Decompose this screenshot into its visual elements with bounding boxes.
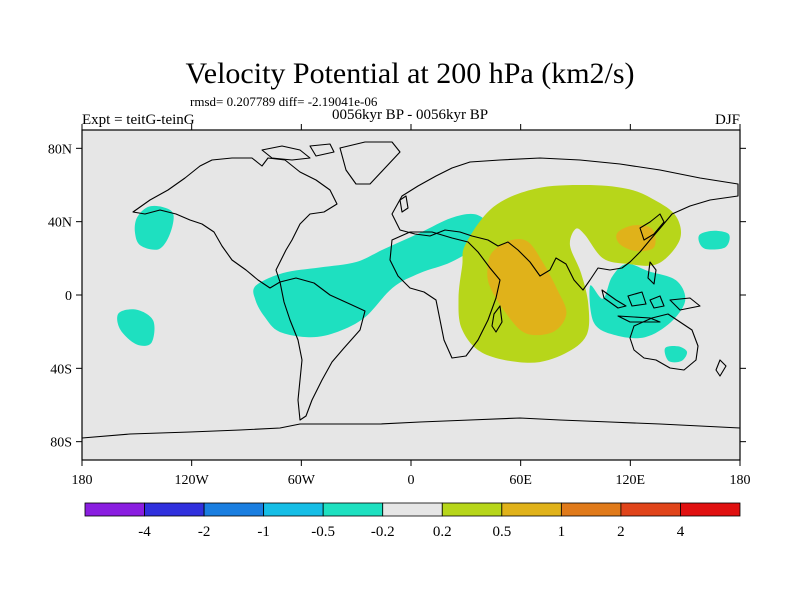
chart-title: Velocity Potential at 200 hPa (km2/s) — [185, 57, 634, 90]
left-label: Expt = teitG-teinG — [82, 112, 195, 128]
coastline-greenland — [339, 141, 401, 185]
region-s-pacific-negative — [117, 309, 155, 346]
coastline-new-zealand — [715, 359, 727, 377]
colorbar-label: 1 — [558, 524, 566, 540]
coastline-north-america — [132, 157, 338, 289]
x-tick-label: 120E — [616, 473, 646, 488]
region-maritime-negative — [589, 263, 686, 339]
region-australia-negative-small — [664, 345, 688, 363]
right-label: DJF — [715, 112, 740, 128]
colorbar-swatch — [263, 502, 324, 517]
x-tick-label: 180 — [730, 473, 751, 488]
colorbar-swatch — [84, 502, 145, 517]
colorbar-label: -0.5 — [311, 524, 335, 540]
colorbar-swatch — [501, 502, 562, 517]
colorbar-swatch — [382, 502, 443, 517]
colorbar-label: 0.5 — [492, 524, 511, 540]
colorbar-swatch — [620, 502, 681, 517]
y-tick-label: 40S — [50, 362, 72, 377]
colorbar-swatch — [322, 502, 384, 517]
colorbar-label: -0.2 — [371, 524, 395, 540]
y-tick-label: 80S — [50, 436, 72, 451]
x-tick-label: 60E — [509, 473, 532, 488]
colorbar-label: -4 — [138, 524, 151, 540]
region-indian-positive-core — [487, 238, 567, 336]
stats-line: rmsd= 0.207789 diff= -2.19041e-06 — [190, 94, 378, 109]
colorbar-swatch — [560, 502, 622, 517]
coastline-eurasia — [391, 157, 739, 291]
center-label: 0056kyr BP - 0056kyr BP — [332, 107, 488, 123]
colorbar-label: -2 — [198, 524, 211, 540]
y-tick-label: 80N — [48, 142, 72, 157]
y-tick-label: 0 — [65, 289, 72, 304]
y-axis: 80N 40N 0 40S 80S — [48, 142, 746, 451]
x-tick-label: 120W — [175, 473, 210, 488]
coastline-philippines — [647, 261, 657, 285]
region-n-pacific-negative — [134, 205, 174, 250]
region-atlantic-negative-band — [253, 213, 488, 338]
coastline-south-america — [279, 277, 366, 421]
colorbar: -4 -2 -1 -0.5 -0.2 0.2 0.5 1 2 4 — [84, 502, 741, 540]
x-tick-label: 60W — [288, 473, 316, 488]
colorbar-label: 0.2 — [433, 524, 452, 540]
coastline-madagascar — [491, 305, 503, 333]
coastline-arctic-islands — [261, 143, 335, 161]
y-tick-label: 40N — [48, 216, 72, 231]
x-tick-label: 0 — [408, 473, 415, 488]
coastline-australia — [629, 313, 699, 371]
x-tick-label: 180 — [72, 473, 93, 488]
colorbar-swatch — [144, 502, 205, 517]
coastline-japan — [639, 213, 665, 241]
colorbar-swatch — [441, 502, 503, 517]
colorbar-label: 4 — [677, 524, 685, 540]
colorbar-label: -1 — [257, 524, 270, 540]
map-panel — [81, 129, 741, 461]
coastline-british-isles — [399, 195, 409, 213]
x-axis: 180 120W 60W 0 60E 120E 180 — [72, 124, 751, 488]
coastline-antarctica — [82, 417, 740, 439]
colorbar-swatch — [203, 502, 265, 517]
coastline-africa — [389, 231, 501, 359]
colorbar-swatch — [680, 502, 741, 517]
contour-regions — [117, 185, 730, 363]
region-w-pacific-negative-small — [698, 230, 730, 250]
coastline-indonesia — [601, 289, 701, 323]
colorbar-label: 2 — [617, 524, 625, 540]
coastlines — [82, 141, 740, 439]
